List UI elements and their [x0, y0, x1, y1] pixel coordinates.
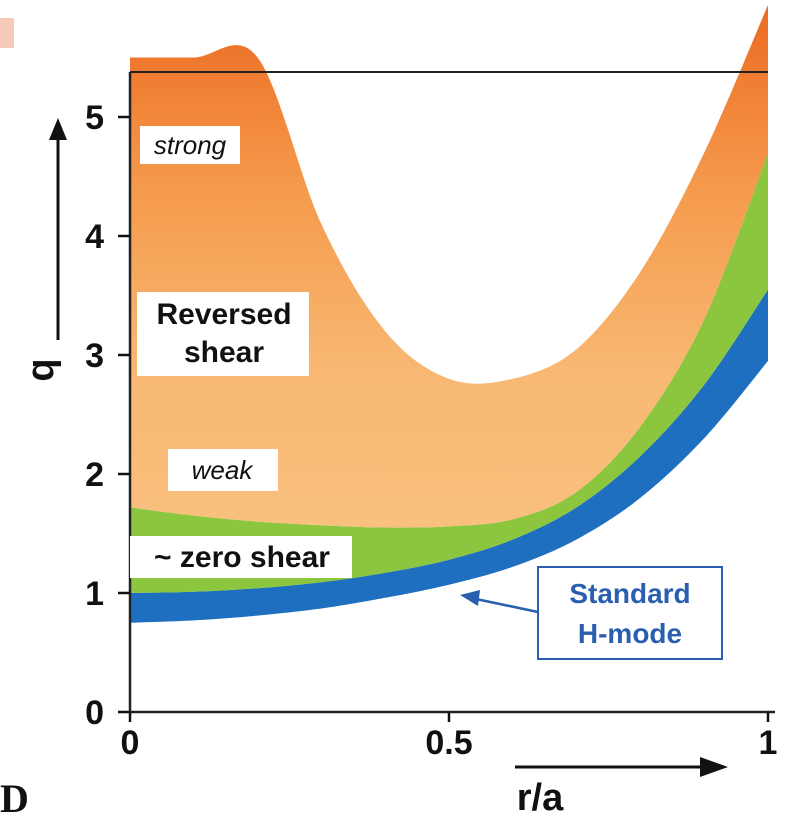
q-axis-arrow: [49, 118, 67, 340]
label-reversed: Reversed: [156, 298, 291, 331]
tick-layer: 0 1 2 3 4 5 0 0.5 1: [85, 99, 777, 762]
y-tick-label: 1: [85, 575, 104, 613]
plot-frame: [128, 71, 775, 714]
x-tick-label: 0.5: [425, 724, 472, 762]
label-weak: weak: [192, 455, 255, 485]
x-tick-label: 1: [759, 724, 778, 762]
band-layer: [130, 5, 768, 623]
weak-label-box: [168, 449, 278, 491]
label-shear: shear: [184, 336, 264, 369]
y-tick-label: 0: [85, 694, 104, 732]
cropped-artifact: [0, 18, 14, 48]
x-axis-label: r/a: [517, 777, 564, 815]
x-tick-label: 0: [121, 724, 140, 762]
label-zero-shear: ~ zero shear: [154, 541, 330, 574]
label-strong: strong: [154, 130, 227, 160]
label-standard: Standard: [569, 578, 690, 609]
hmode-pointer-arrow: [460, 590, 539, 614]
strong-label-box: [140, 126, 240, 164]
r-axis-arrow: [515, 757, 728, 777]
band-standard-hmode: [130, 289, 768, 623]
hmode-label-box: [537, 566, 723, 660]
zero-shear-label-box: [130, 536, 352, 578]
band-reversed-shear: [130, 5, 768, 528]
label-hmode: H-mode: [578, 618, 682, 649]
y-axis-label: q: [20, 358, 62, 381]
panel-letter: D: [0, 776, 29, 815]
y-tick-label: 4: [85, 218, 104, 256]
reversed-label-box: [137, 292, 309, 376]
y-tick-label: 5: [85, 99, 104, 137]
y-tick-label: 3: [85, 337, 104, 375]
y-tick-label: 2: [85, 456, 104, 494]
band-zero-shear: [130, 152, 768, 593]
